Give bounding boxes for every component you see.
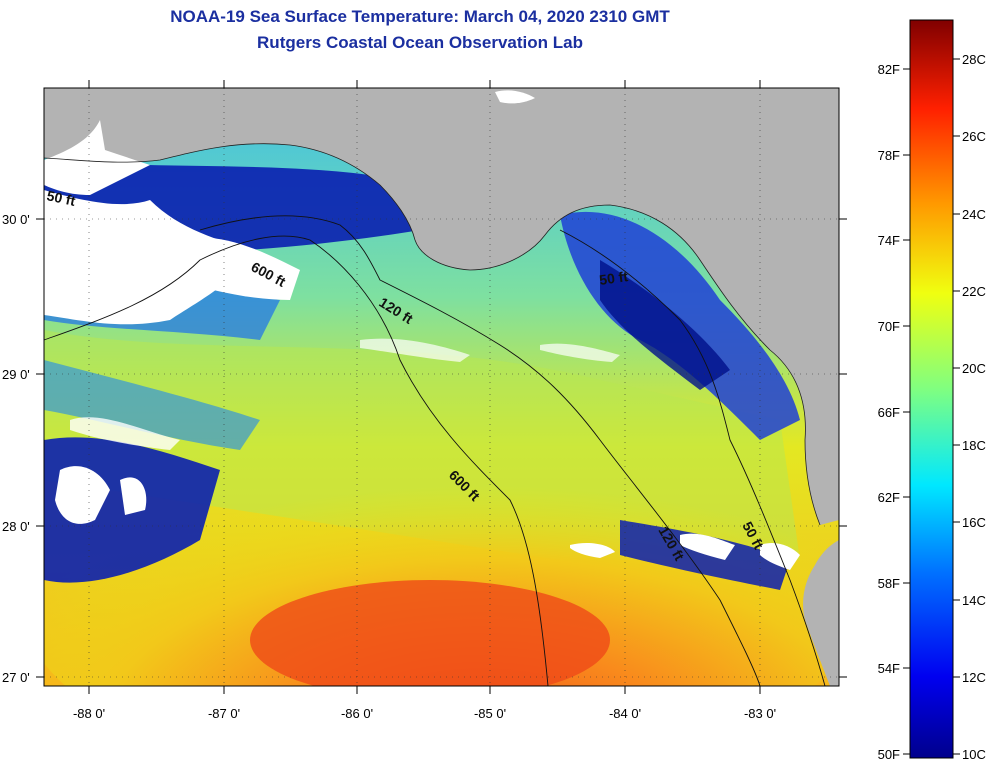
colorbar-c-label: 26C	[962, 129, 986, 144]
colorbar-c-label: 14C	[962, 593, 986, 608]
colorbar-ticks	[903, 58, 960, 755]
colorbar-f-label: 78F	[878, 148, 900, 163]
map-subtitle: Rutgers Coastal Ocean Observation Lab	[257, 33, 583, 52]
land-southeast	[803, 540, 839, 686]
lon-label: -85 0'	[474, 706, 506, 721]
lat-label: 28 0'	[2, 519, 30, 534]
colorbar-f-label: 54F	[878, 661, 900, 676]
cloud-mask	[44, 190, 800, 570]
colorbar-fahrenheit-labels: 82F 78F 74F 70F 66F 62F 58F 54F 50F	[878, 62, 900, 762]
colorbar-c-label: 18C	[962, 438, 986, 453]
colorbar-f-label: 50F	[878, 747, 900, 762]
map-image: 50 ft 600 ft 120 ft 50 ft 600 ft 120 ft …	[44, 88, 839, 686]
latitude-labels: 30 0' 29 0' 28 0' 27 0'	[2, 212, 30, 685]
colorbar-c-label: 10C	[962, 747, 986, 762]
colorbar-f-label: 66F	[878, 405, 900, 420]
axis-ticks	[36, 80, 847, 694]
colorbar-c-label: 28C	[962, 52, 986, 67]
warm-water-core	[44, 410, 839, 686]
lon-label: -87 0'	[208, 706, 240, 721]
lat-label: 30 0'	[2, 212, 30, 227]
map-title: NOAA-19 Sea Surface Temperature: March 0…	[170, 7, 670, 26]
lon-label: -84 0'	[609, 706, 641, 721]
colorbar-celsius-labels: 28C 26C 24C 22C 20C 18C 16C 14C 12C 10C	[962, 52, 986, 762]
lat-label: 29 0'	[2, 367, 30, 382]
graticule	[44, 88, 839, 686]
lat-label: 27 0'	[2, 670, 30, 685]
colorbar-c-label: 24C	[962, 207, 986, 222]
lon-label: -83 0'	[744, 706, 776, 721]
coastline	[44, 143, 821, 526]
lon-label: -86 0'	[341, 706, 373, 721]
colorbar-c-label: 22C	[962, 284, 986, 299]
lon-label: -88 0'	[73, 706, 105, 721]
contour-label-50ft-west: 50 ft	[45, 187, 77, 209]
colorbar-f-label: 58F	[878, 576, 900, 591]
temperature-colorbar	[909, 19, 954, 759]
colorbar-c-label: 20C	[962, 361, 986, 376]
land-north	[44, 88, 839, 525]
colorbar-f-label: 62F	[878, 490, 900, 505]
isobath-lines	[44, 215, 826, 686]
colorbar-f-label: 70F	[878, 319, 900, 334]
colorbar-f-label: 74F	[878, 233, 900, 248]
colorbar-f-label: 82F	[878, 62, 900, 77]
colorbar-c-label: 16C	[962, 515, 986, 530]
longitude-labels: -88 0' -87 0' -86 0' -85 0' -84 0' -83 0…	[73, 706, 776, 721]
colorbar-c-label: 12C	[962, 670, 986, 685]
contour-label-50ft-bigbend: 50 ft	[598, 268, 629, 288]
map-frame	[43, 87, 840, 687]
